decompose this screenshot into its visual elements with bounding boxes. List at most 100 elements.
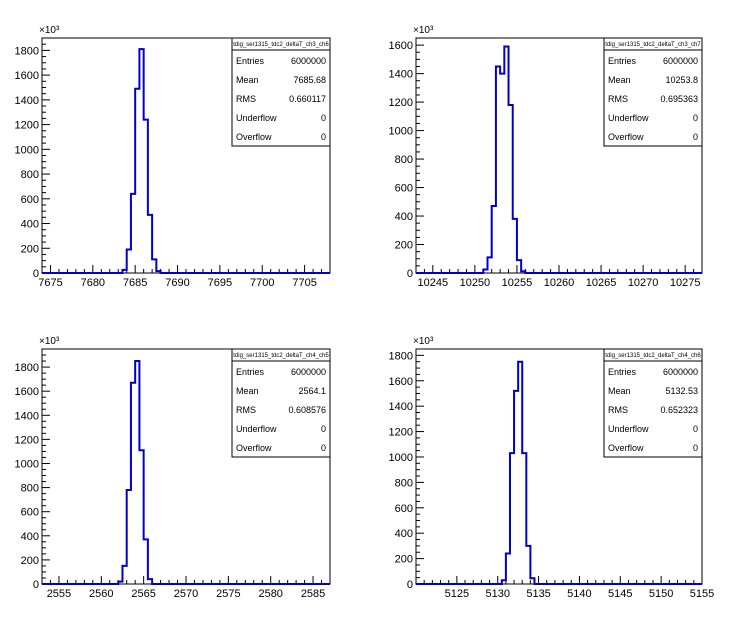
histogram-bin xyxy=(152,259,156,273)
histogram-bin xyxy=(522,453,526,584)
stats-label: Mean xyxy=(608,386,631,396)
y-tick-label: 200 xyxy=(21,555,39,567)
y-tick-label: 400 xyxy=(21,531,39,543)
histogram-step-line xyxy=(42,360,330,585)
histogram-bin xyxy=(131,383,135,584)
y-tick-label: 1600 xyxy=(389,40,413,52)
x-tick-label: 7700 xyxy=(250,277,274,289)
histogram-bin xyxy=(122,566,126,584)
x-tick-label: 5130 xyxy=(485,588,509,600)
stats-value: 0 xyxy=(693,113,698,123)
histogram-bin xyxy=(526,546,530,584)
x-tick-label: 5135 xyxy=(526,588,550,600)
x-tick-label: 10245 xyxy=(418,277,449,289)
stats-label: RMS xyxy=(236,94,256,104)
stats-box-title: tdig_ser1315_tdc2_deltaT_ch4_ch5 xyxy=(233,353,329,359)
stats-label: RMS xyxy=(236,405,256,415)
stats-label: Overflow xyxy=(236,132,272,142)
y-tick-label: 1400 xyxy=(389,69,413,81)
stats-box-frame xyxy=(231,37,331,147)
histogram-step-line xyxy=(416,360,702,585)
stats-value: 0 xyxy=(321,132,326,142)
stats-value: 6000000 xyxy=(291,367,326,377)
y-tick-label: 1600 xyxy=(389,376,413,388)
y-tick-label: 800 xyxy=(21,169,39,181)
histogram-bin xyxy=(496,66,500,273)
y-exponent-label: ×10³ xyxy=(39,25,60,36)
y-tick-label: 1600 xyxy=(15,386,39,398)
y-exponent-label: ×10³ xyxy=(413,25,434,36)
stats-value: 0.652323 xyxy=(660,405,698,415)
stats-box: tdig_ser1315_tdc2_deltaT_ch4_ch6 Entries 6… xyxy=(603,348,703,458)
y-tick-label: 1400 xyxy=(15,410,39,422)
x-tick-label: 5155 xyxy=(690,588,714,600)
histogram-bin xyxy=(504,47,508,273)
x-tick-label: 7685 xyxy=(123,277,147,289)
histogram-bin xyxy=(127,490,131,584)
stats-box-title: tdig_ser1315_tdc2_deltaT_ch3_ch7 xyxy=(605,42,701,48)
stats-label: Mean xyxy=(236,386,259,396)
y-tick-label: 600 xyxy=(395,183,413,195)
histogram-bin xyxy=(118,582,122,584)
histogram-bin xyxy=(135,361,139,584)
histogram-step-line xyxy=(416,45,702,274)
histogram-bin xyxy=(483,269,487,273)
histogram-bin xyxy=(500,74,504,273)
x-tick-label: 2585 xyxy=(301,588,325,600)
histogram-bin xyxy=(514,391,518,584)
histogram-step-line xyxy=(42,48,330,274)
stats-box: tdig_ser1315_tdc2_deltaT_ch3_ch6 Entries 6… xyxy=(231,37,331,147)
stats-label: Underflow xyxy=(608,424,649,434)
stats-value: 6000000 xyxy=(291,56,326,66)
histogram-bin xyxy=(521,271,525,273)
stats-value: 0 xyxy=(693,132,698,142)
x-tick-label: 10260 xyxy=(544,277,575,289)
histogram-bin xyxy=(144,539,148,584)
histogram-bin xyxy=(530,578,534,584)
stats-value: 10253.8 xyxy=(665,75,698,85)
y-tick-label: 0 xyxy=(407,268,413,280)
x-tick-label: 7695 xyxy=(208,277,232,289)
y-tick-label: 200 xyxy=(395,240,413,252)
histogram-bin xyxy=(517,260,521,273)
stats-label: RMS xyxy=(608,405,628,415)
stats-label: Overflow xyxy=(608,443,644,453)
y-tick-label: 800 xyxy=(395,477,413,489)
histogram-bin xyxy=(135,89,139,273)
stats-label: Underflow xyxy=(236,113,277,123)
stats-value: 6000000 xyxy=(663,56,698,66)
histogram-bin xyxy=(144,120,148,273)
stats-label: Overflow xyxy=(608,132,644,142)
histogram-bin xyxy=(502,580,506,584)
y-tick-label: 0 xyxy=(33,579,39,591)
y-tick-label: 1200 xyxy=(389,97,413,109)
stats-box-title: tdig_ser1315_tdc2_deltaT_ch3_ch6 xyxy=(233,42,329,48)
x-tick-label: 2555 xyxy=(47,588,71,600)
stats-label: Underflow xyxy=(236,424,277,434)
y-tick-label: 0 xyxy=(33,268,39,280)
x-tick-label: 10250 xyxy=(460,277,491,289)
histogram-bin xyxy=(131,194,135,273)
y-tick-label: 1000 xyxy=(389,452,413,464)
histogram-bin xyxy=(127,250,131,274)
x-tick-label: 2570 xyxy=(174,588,198,600)
x-tick-label: 2580 xyxy=(258,588,282,600)
stats-box: tdig_ser1315_tdc2_deltaT_ch4_ch5 Entries 6… xyxy=(231,348,331,458)
stats-box-frame xyxy=(603,37,703,147)
y-tick-label: 1200 xyxy=(15,434,39,446)
histogram-bin xyxy=(156,271,160,273)
y-tick-label: 400 xyxy=(395,528,413,540)
x-tick-label: 2565 xyxy=(131,588,155,600)
stats-label: Mean xyxy=(608,75,631,85)
x-tick-label: 7680 xyxy=(81,277,105,289)
histogram-panel-2: 10245 10250 10255 10260 10265 10270 10275 0 200 4… xyxy=(389,25,703,289)
stats-value: 7685.68 xyxy=(293,75,326,85)
stats-box-frame xyxy=(603,348,703,458)
histogram-bin xyxy=(492,206,496,273)
histogram-bin xyxy=(488,257,492,273)
y-tick-label: 200 xyxy=(21,243,39,255)
y-tick-label: 1200 xyxy=(389,427,413,439)
y-tick-label: 1800 xyxy=(15,45,39,57)
stats-label: Entries xyxy=(236,367,265,377)
